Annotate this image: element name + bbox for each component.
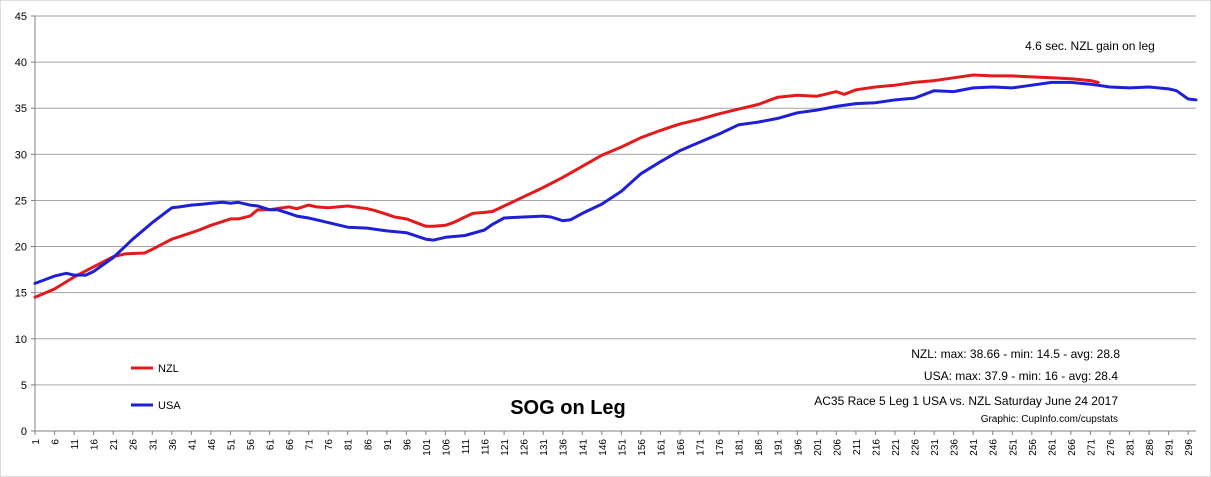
x-tick-label-171: 171 bbox=[696, 439, 707, 456]
x-tick-label-271: 271 bbox=[1086, 439, 1097, 456]
x-tick-label-201: 201 bbox=[813, 439, 824, 456]
x-tick-label-186: 186 bbox=[754, 439, 765, 456]
x-tick-label-66: 66 bbox=[285, 439, 296, 451]
axes bbox=[34, 16, 1196, 432]
y-tick-label-5: 5 bbox=[21, 380, 27, 392]
gain-annotation: 4.6 sec. NZL gain on leg bbox=[1025, 39, 1155, 53]
x-tick-label-136: 136 bbox=[559, 439, 570, 456]
legend-nzl-label: NZL bbox=[158, 363, 179, 375]
x-tick-label-291: 291 bbox=[1165, 439, 1176, 456]
x-tick-label-121: 121 bbox=[500, 439, 511, 456]
x-tick-label-261: 261 bbox=[1047, 439, 1058, 456]
y-tick-label-40: 40 bbox=[15, 57, 27, 69]
usa-stats: USA: max: 37.9 - min: 16 - avg: 28.4 bbox=[924, 369, 1118, 383]
x-axis-ticks: 1 6 11 16 21 26 31 36 41 46 51 56 61 66 71 76 81 86 91 96 10… bbox=[31, 431, 1195, 456]
y-tick-label-15: 15 bbox=[15, 288, 27, 300]
x-tick-label-176: 176 bbox=[715, 439, 726, 456]
x-tick-label-266: 266 bbox=[1067, 439, 1078, 456]
chart-title: SOG on Leg bbox=[510, 397, 626, 419]
x-tick-label-206: 206 bbox=[832, 439, 843, 456]
x-tick-label-146: 146 bbox=[598, 439, 609, 456]
x-tick-label-221: 221 bbox=[891, 439, 902, 456]
legend-usa-label: USA bbox=[158, 400, 181, 412]
x-tick-label-256: 256 bbox=[1028, 439, 1039, 456]
x-tick-label-166: 166 bbox=[676, 439, 687, 456]
x-tick-label-61: 61 bbox=[266, 439, 277, 451]
series-line-usa bbox=[33, 80, 1198, 285]
y-tick-label-0: 0 bbox=[21, 426, 27, 438]
x-tick-label-76: 76 bbox=[324, 439, 335, 451]
y-axis-ticks: 0 5 10 15 20 25 30 35 40 45 bbox=[15, 11, 35, 438]
y-tick-label-20: 20 bbox=[15, 242, 27, 254]
x-tick-label-196: 196 bbox=[793, 439, 804, 456]
x-tick-label-226: 226 bbox=[911, 439, 922, 456]
x-tick-label-276: 276 bbox=[1106, 439, 1117, 456]
y-tick-label-45: 45 bbox=[15, 11, 27, 23]
x-tick-label-141: 141 bbox=[578, 439, 589, 456]
x-tick-label-126: 126 bbox=[520, 439, 531, 456]
x-tick-label-11: 11 bbox=[70, 439, 81, 450]
race-info: AC35 Race 5 Leg 1 USA vs. NZL Saturday J… bbox=[814, 394, 1118, 408]
x-tick-label-111: 111 bbox=[461, 439, 472, 455]
series-line-nzl bbox=[33, 73, 1100, 299]
x-tick-label-216: 216 bbox=[871, 439, 882, 456]
y-tick-label-25: 25 bbox=[15, 195, 27, 207]
nzl-stats: NZL: max: 38.66 - min: 14.5 - avg: 28.8 bbox=[911, 347, 1120, 361]
x-tick-label-1: 1 bbox=[31, 439, 42, 445]
x-tick-label-161: 161 bbox=[656, 439, 667, 456]
x-tick-label-6: 6 bbox=[51, 439, 62, 445]
x-tick-label-81: 81 bbox=[344, 439, 355, 451]
x-tick-label-36: 36 bbox=[168, 439, 179, 451]
y-tick-label-30: 30 bbox=[15, 149, 27, 161]
x-tick-label-116: 116 bbox=[481, 439, 492, 455]
x-tick-label-236: 236 bbox=[950, 439, 961, 456]
x-tick-label-191: 191 bbox=[774, 439, 785, 456]
x-tick-label-106: 106 bbox=[441, 439, 452, 456]
x-tick-label-246: 246 bbox=[989, 439, 1000, 456]
x-tick-label-296: 296 bbox=[1184, 439, 1195, 456]
y-tick-label-35: 35 bbox=[15, 103, 27, 115]
x-tick-label-251: 251 bbox=[1008, 439, 1019, 456]
x-tick-label-71: 71 bbox=[305, 439, 316, 451]
series-lines bbox=[33, 73, 1198, 299]
x-tick-label-281: 281 bbox=[1126, 439, 1137, 456]
credit: Graphic: CupInfo.com/cupstats bbox=[981, 414, 1118, 425]
x-tick-label-181: 181 bbox=[735, 439, 746, 456]
x-tick-label-56: 56 bbox=[246, 439, 257, 451]
x-tick-label-41: 41 bbox=[187, 439, 198, 451]
x-tick-label-156: 156 bbox=[637, 439, 648, 456]
x-tick-label-91: 91 bbox=[383, 439, 394, 451]
x-tick-label-151: 151 bbox=[617, 439, 628, 456]
y-tick-label-10: 10 bbox=[15, 334, 27, 346]
x-tick-label-31: 31 bbox=[148, 439, 159, 451]
x-tick-label-286: 286 bbox=[1145, 439, 1156, 456]
x-tick-label-26: 26 bbox=[129, 439, 140, 451]
x-tick-label-211: 211 bbox=[852, 439, 863, 455]
x-tick-label-96: 96 bbox=[402, 439, 413, 451]
x-tick-label-16: 16 bbox=[90, 439, 101, 451]
x-tick-label-241: 241 bbox=[969, 439, 980, 456]
x-tick-label-21: 21 bbox=[109, 439, 120, 451]
x-tick-label-101: 101 bbox=[422, 439, 433, 456]
x-tick-label-131: 131 bbox=[539, 439, 550, 456]
gridlines bbox=[35, 15, 1196, 386]
x-tick-label-231: 231 bbox=[930, 439, 941, 456]
x-tick-label-86: 86 bbox=[363, 439, 374, 451]
x-tick-label-51: 51 bbox=[226, 439, 237, 451]
x-tick-label-46: 46 bbox=[207, 439, 218, 451]
